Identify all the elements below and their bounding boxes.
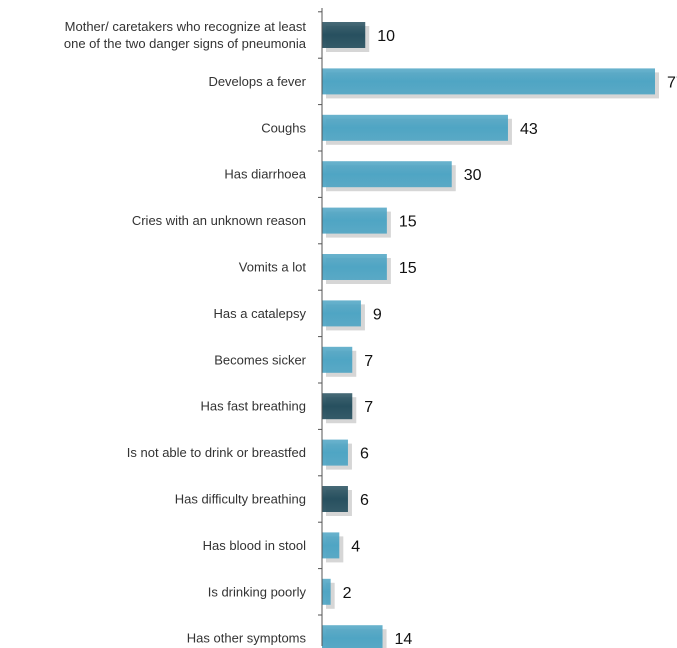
category-label-line: Develops a fever (208, 74, 306, 89)
category-label-line: Mother/ caretakers who recognize at leas… (65, 19, 307, 34)
category-label-line: Coughs (261, 120, 306, 135)
bar (322, 439, 348, 466)
value-label: 4 (351, 538, 360, 555)
category-label: Mother/ caretakers who recognize at leas… (64, 19, 307, 51)
category-label-line: Vomits a lot (239, 260, 307, 275)
category-label-line: Is not able to drink or breastfed (127, 445, 306, 460)
value-label: 9 (373, 306, 382, 323)
category-label: Is drinking poorly (208, 584, 307, 599)
category-label: Has difficulty breathing (175, 492, 306, 507)
category-label-line: Has diarrhoea (224, 167, 306, 182)
value-label: 7 (364, 353, 373, 370)
bar (322, 346, 353, 373)
category-label: Becomes sicker (214, 352, 306, 367)
value-label: 7 (364, 399, 373, 416)
bar (322, 578, 331, 605)
category-label-line: Is drinking poorly (208, 584, 307, 599)
value-label: 10 (377, 28, 395, 45)
value-label: 15 (399, 214, 417, 231)
value-label: 14 (395, 631, 413, 648)
category-label: Cries with an unknown reason (132, 213, 306, 228)
category-label: Develops a fever (208, 74, 306, 89)
category-label-line: Has blood in stool (203, 538, 306, 553)
bar (322, 625, 383, 648)
category-label-line: Has other symptoms (187, 631, 307, 646)
category-label: Has blood in stool (203, 538, 306, 553)
bar (322, 114, 508, 141)
value-label: 6 (360, 492, 369, 509)
category-label-line: Becomes sicker (214, 352, 306, 367)
category-label: Vomits a lot (239, 260, 307, 275)
value-label: 43 (520, 121, 538, 138)
category-label: Has a catalepsy (214, 306, 307, 321)
bar (322, 300, 361, 327)
category-label: Has other symptoms (187, 631, 307, 646)
bar (322, 207, 387, 234)
category-label-line: one of the two danger signs of pneumonia (64, 36, 307, 51)
category-label: Coughs (261, 120, 306, 135)
category-label-line: Has fast breathing (200, 399, 306, 414)
category-label: Has diarrhoea (224, 167, 306, 182)
value-label: 2 (343, 585, 352, 602)
bar-highlighted (322, 22, 366, 48)
value-label: 15 (399, 260, 417, 277)
bar-highlighted (322, 486, 348, 512)
category-label-line: Cries with an unknown reason (132, 213, 306, 228)
bar-highlighted (322, 393, 353, 420)
bar (322, 254, 387, 280)
category-label: Is not able to drink or breastfed (127, 445, 306, 460)
bar (322, 161, 452, 188)
bar (322, 68, 655, 95)
bar (322, 532, 340, 559)
value-label: 30 (464, 167, 482, 184)
category-label-line: Has difficulty breathing (175, 492, 306, 507)
category-label-line: Has a catalepsy (214, 306, 307, 321)
category-label: Has fast breathing (200, 399, 306, 414)
value-label: 77 (667, 74, 677, 91)
value-label: 6 (360, 446, 369, 463)
